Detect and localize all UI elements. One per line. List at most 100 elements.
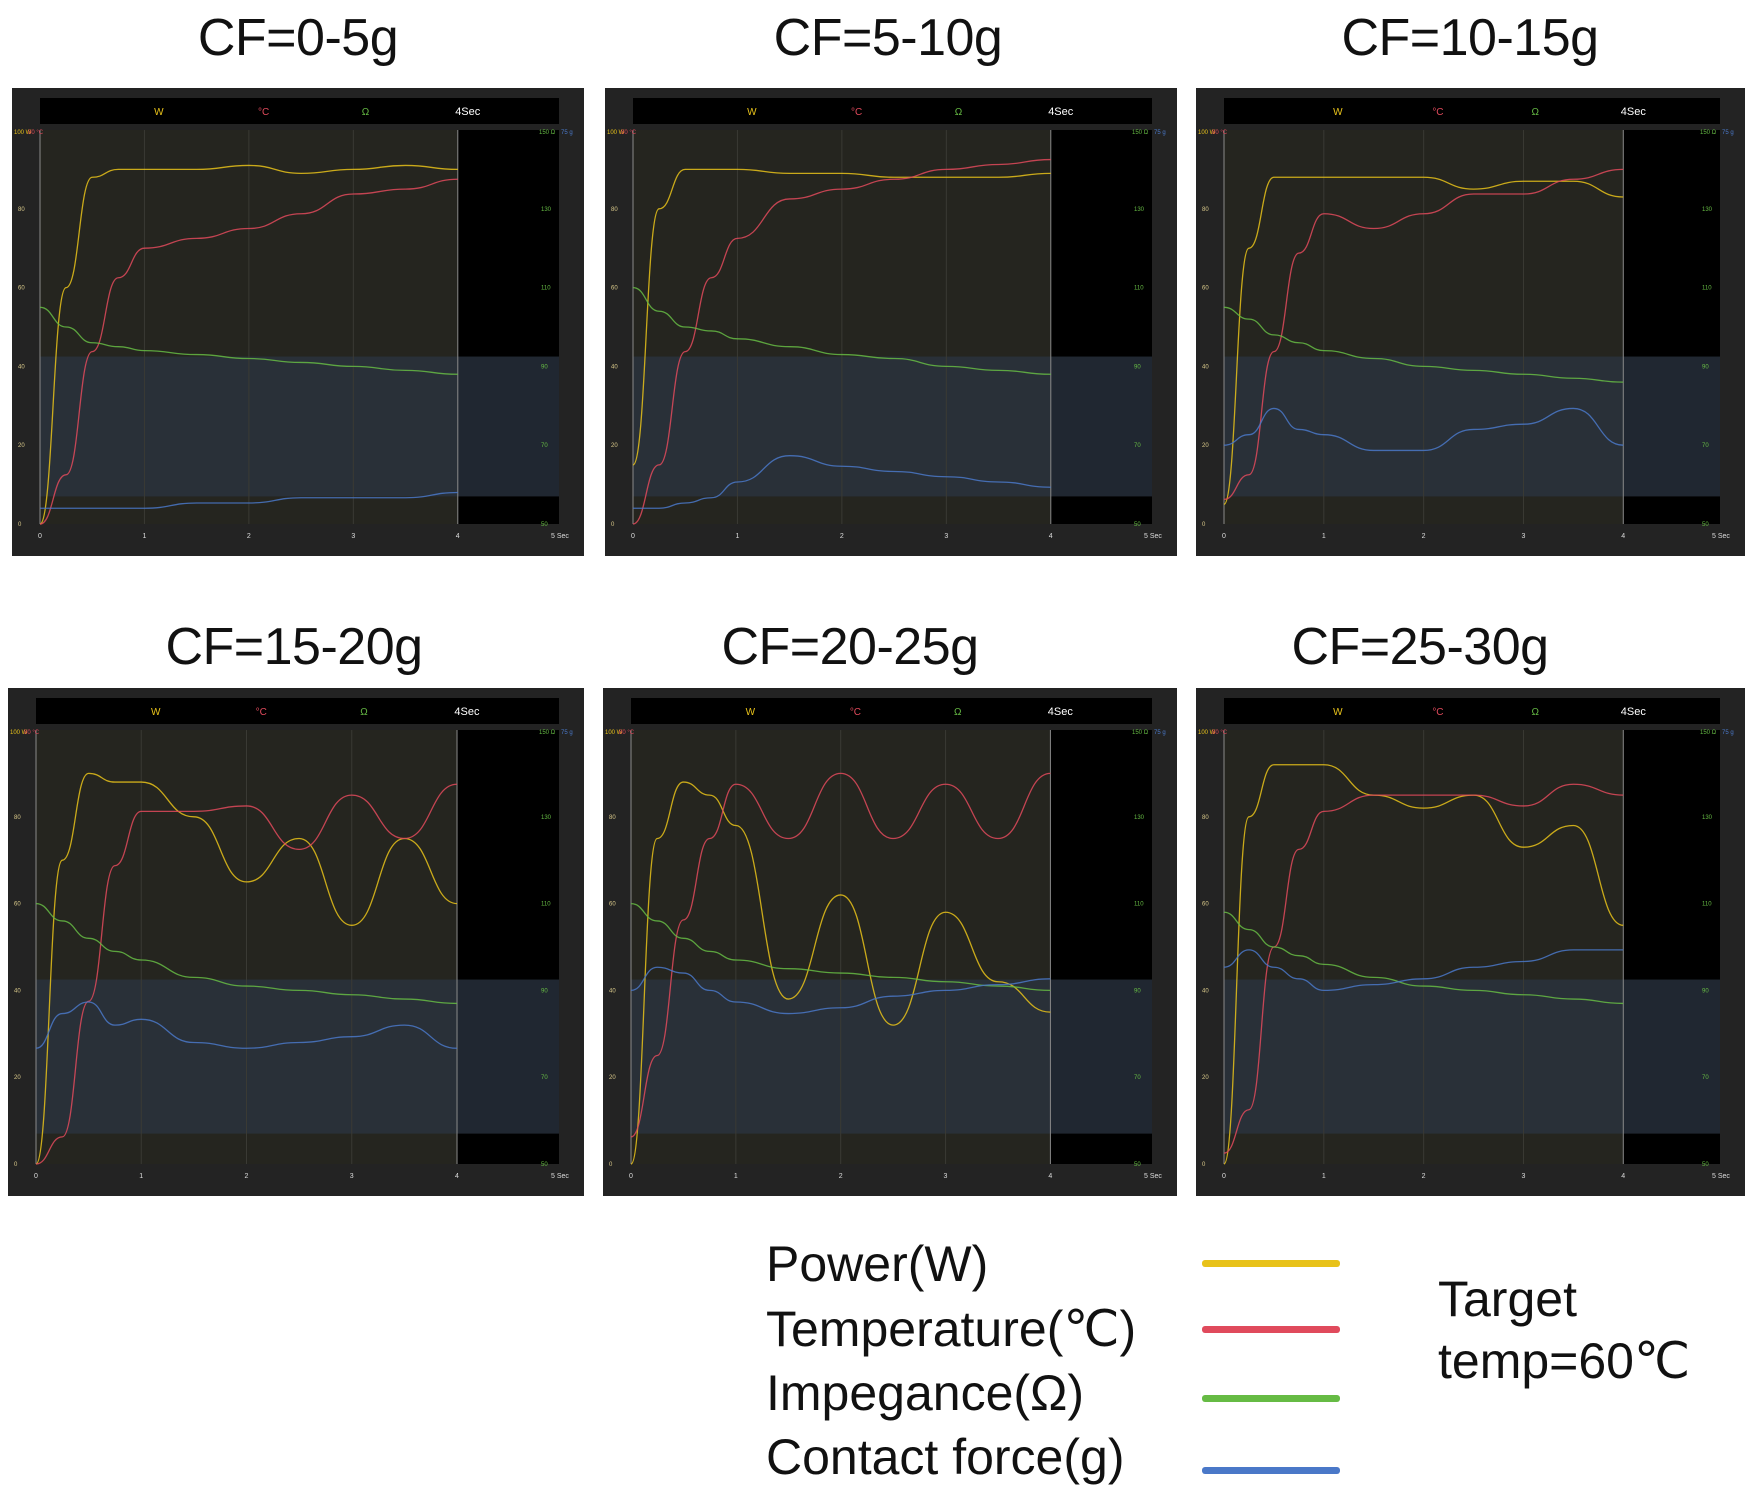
svg-text:75 g: 75 g	[561, 730, 573, 736]
series-line	[630, 902, 1051, 992]
svg-text:80 °C: 80 °C	[621, 130, 637, 136]
svg-text:40: 40	[18, 364, 25, 370]
svg-text:100 W: 100 W	[1198, 730, 1216, 736]
svg-text:130: 130	[1702, 815, 1713, 821]
legend-label-power: Power(W)	[766, 1236, 989, 1292]
svg-text:1: 1	[1322, 1173, 1326, 1180]
svg-text:80: 80	[1202, 815, 1209, 821]
svg-text:°C: °C	[850, 707, 861, 718]
series-line	[40, 491, 458, 509]
svg-text:2: 2	[245, 1173, 249, 1180]
svg-text:20: 20	[18, 443, 25, 449]
svg-text:0: 0	[611, 522, 615, 528]
svg-text:3: 3	[944, 533, 948, 540]
svg-text:150 Ω: 150 Ω	[539, 130, 556, 136]
svg-text:60: 60	[609, 902, 616, 908]
chart-panel-2: W °C Ω 4Sec 100 W 80 °C 150 Ω 75 g 80 130 60 110 40 9…	[605, 88, 1177, 556]
svg-text:100 W: 100 W	[605, 730, 623, 736]
svg-text:20: 20	[609, 1075, 616, 1081]
svg-text:40: 40	[1202, 364, 1209, 370]
svg-text:80 °C: 80 °C	[619, 730, 635, 736]
svg-text:100 W: 100 W	[10, 730, 28, 736]
series-line	[1223, 407, 1624, 452]
chart-title-3: CF=10-15g	[1341, 9, 1599, 67]
target-line2: temp=60℃	[1438, 1333, 1691, 1389]
svg-text:90: 90	[1702, 988, 1709, 994]
series-line	[630, 966, 1051, 1015]
svg-text:20: 20	[1202, 443, 1209, 449]
svg-text:1: 1	[1322, 533, 1326, 540]
svg-text:5 Sec: 5 Sec	[1712, 533, 1730, 540]
svg-text:0: 0	[34, 1173, 38, 1180]
series-line	[632, 168, 1051, 466]
svg-text:70: 70	[1702, 1075, 1709, 1081]
svg-text:°C: °C	[258, 107, 269, 118]
svg-text:Ω: Ω	[1532, 107, 1540, 118]
series-line	[1223, 176, 1624, 505]
svg-text:150 Ω: 150 Ω	[1132, 730, 1149, 736]
svg-text:130: 130	[541, 207, 552, 213]
svg-text:70: 70	[1134, 443, 1141, 449]
svg-text:0: 0	[1222, 1173, 1226, 1180]
svg-text:40: 40	[1202, 988, 1209, 994]
series-line	[35, 783, 458, 1165]
series-line	[1223, 306, 1624, 383]
svg-text:5 Sec: 5 Sec	[551, 1173, 569, 1180]
svg-text:5 Sec: 5 Sec	[551, 533, 569, 540]
svg-text:°C: °C	[1432, 707, 1443, 718]
svg-text:2: 2	[839, 1173, 843, 1180]
svg-text:80: 80	[611, 207, 618, 213]
chart-panel-5: W °C Ω 4Sec 100 W 80 °C 150 Ω 75 g 80 130 60 110 40 9…	[603, 688, 1177, 1196]
svg-text:Ω: Ω	[1532, 707, 1540, 718]
svg-text:60: 60	[1202, 902, 1209, 908]
svg-text:50: 50	[1702, 522, 1709, 528]
series-line	[1223, 783, 1624, 1154]
target-line1: Target	[1438, 1271, 1577, 1327]
svg-text:4: 4	[1049, 533, 1053, 540]
svg-text:W: W	[747, 107, 757, 118]
svg-text:2: 2	[1422, 533, 1426, 540]
svg-text:80 °C: 80 °C	[28, 130, 44, 136]
svg-text:4Sec: 4Sec	[455, 106, 481, 118]
svg-text:110: 110	[1702, 902, 1712, 908]
svg-text:60: 60	[1202, 286, 1209, 292]
svg-text:60: 60	[14, 902, 21, 908]
svg-text:0: 0	[609, 1162, 613, 1168]
svg-text:80: 80	[609, 815, 616, 821]
svg-text:100 W: 100 W	[607, 130, 625, 136]
chart-title-1: CF=0-5g	[197, 9, 399, 67]
svg-text:110: 110	[541, 902, 551, 908]
svg-text:Ω: Ω	[362, 107, 370, 118]
chart-title-5: CF=20-25g	[721, 618, 979, 676]
svg-text:°C: °C	[256, 707, 267, 718]
svg-text:110: 110	[1134, 902, 1144, 908]
svg-text:20: 20	[1202, 1075, 1209, 1081]
svg-text:150 Ω: 150 Ω	[539, 730, 556, 736]
legend-label-contact-force: Contact force(g)	[766, 1429, 1125, 1485]
svg-text:90: 90	[541, 988, 548, 994]
svg-text:4Sec: 4Sec	[1048, 706, 1074, 718]
svg-text:50: 50	[541, 522, 548, 528]
svg-text:0: 0	[1202, 522, 1206, 528]
svg-text:100 W: 100 W	[1198, 130, 1216, 136]
svg-text:4: 4	[1048, 1173, 1052, 1180]
svg-text:20: 20	[611, 443, 618, 449]
chart-title-6: CF=25-30g	[1291, 618, 1549, 676]
legend-label-impedance: Impegance(Ω)	[766, 1365, 1085, 1421]
svg-text:5 Sec: 5 Sec	[1144, 533, 1162, 540]
svg-text:60: 60	[18, 286, 25, 292]
series-line	[630, 772, 1051, 1138]
svg-text:0: 0	[629, 1173, 633, 1180]
svg-text:2: 2	[840, 533, 844, 540]
svg-text:90: 90	[1134, 364, 1141, 370]
chart-panel-1: W °C Ω 4Sec 100 W 80 °C 150 Ω 75 g 80 130 60 110 40 9…	[12, 88, 584, 556]
svg-text:75 g: 75 g	[1154, 730, 1166, 736]
svg-text:4Sec: 4Sec	[1621, 706, 1647, 718]
svg-text:100 W: 100 W	[14, 130, 32, 136]
svg-text:0: 0	[38, 533, 42, 540]
svg-text:80: 80	[1202, 207, 1209, 213]
chart-panel-4: W °C Ω 4Sec 100 W 80 °C 150 Ω 75 g 80 130 60 110 40 9…	[8, 688, 584, 1196]
